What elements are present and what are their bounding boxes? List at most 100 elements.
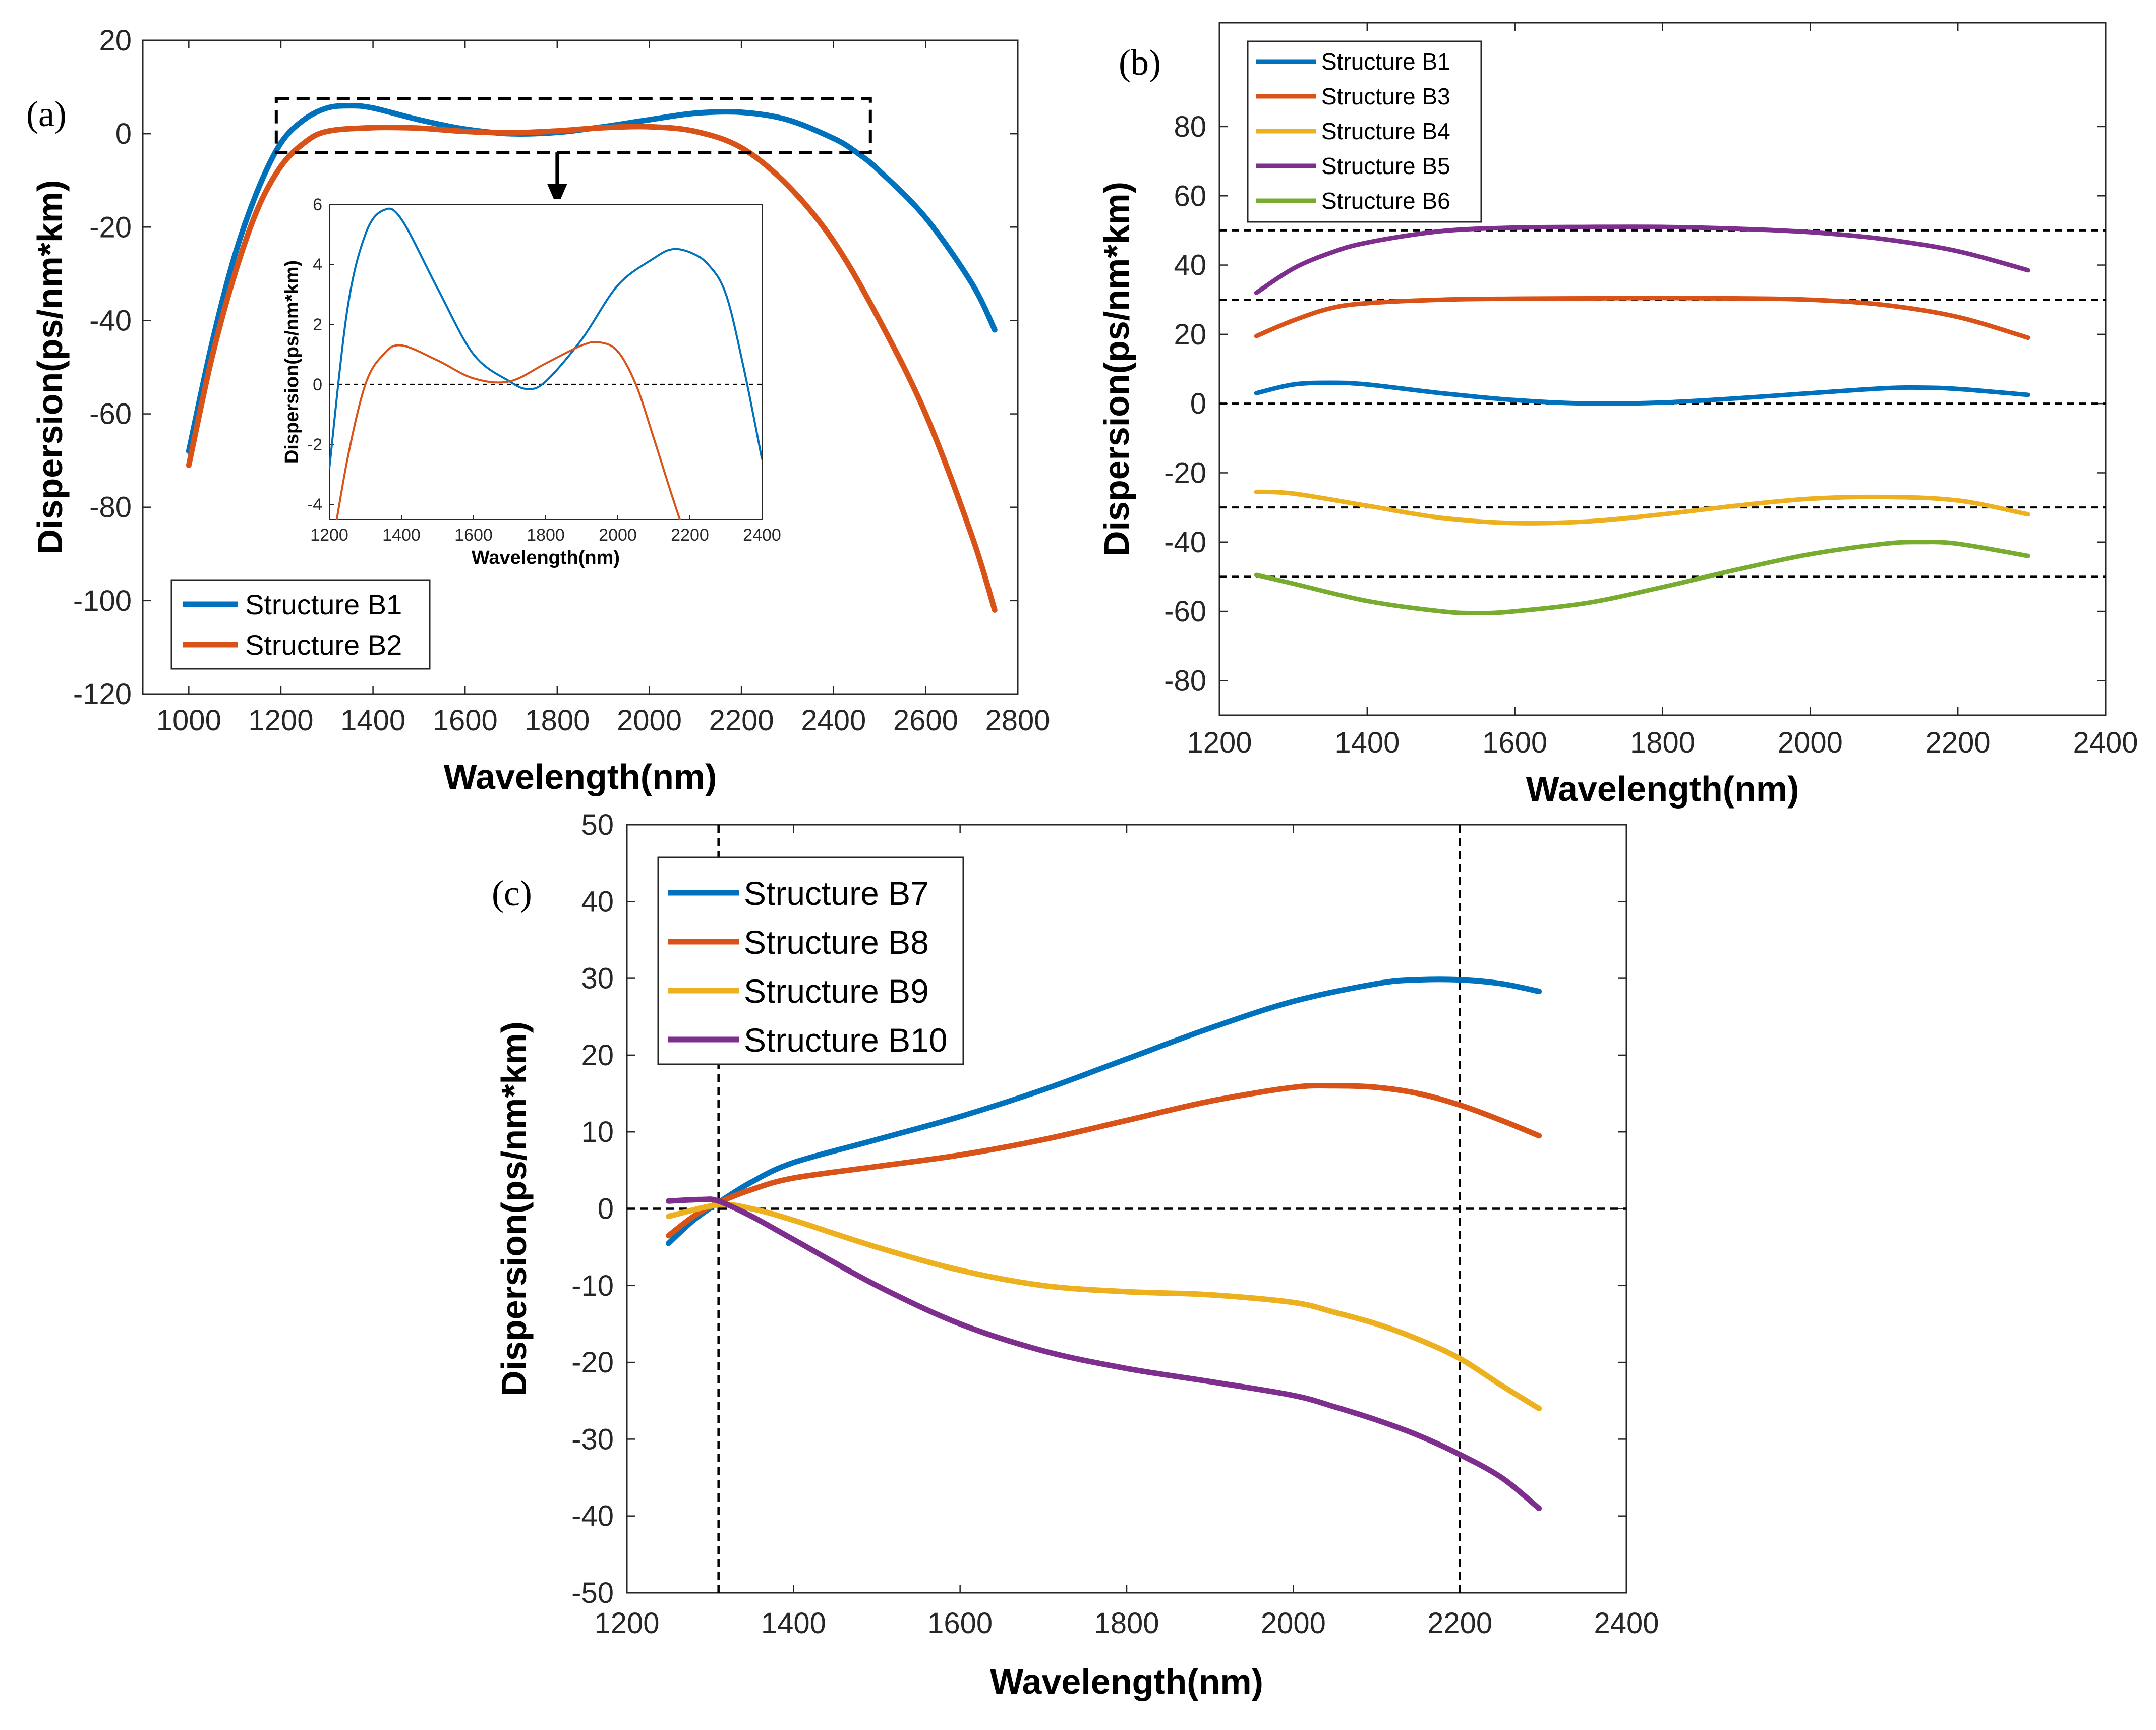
y-tick-label: 0	[598, 1193, 614, 1226]
inset-x-tick-label: 1600	[454, 526, 493, 545]
y-tick-label: -40	[571, 1500, 614, 1533]
y-tick-label: 20	[581, 1039, 614, 1072]
panel-label: (b)	[1119, 42, 1161, 83]
series-line-3	[666, 1201, 1542, 1411]
x-tick-label: 2800	[985, 704, 1050, 737]
inset-y-axis-label: Dispersion(ps/nm*km)	[281, 260, 303, 464]
x-tick-label: 2400	[2073, 726, 2138, 759]
y-tick-label: -10	[571, 1270, 614, 1302]
inset-x-axis-label: Wavelength(nm)	[472, 547, 620, 568]
x-tick-label: 1600	[433, 704, 498, 737]
y-tick-label: -40	[1164, 526, 1206, 559]
x-tick-label: 2200	[1926, 726, 1991, 759]
inset-x-tick-label: 1200	[310, 526, 348, 545]
y-tick-label: 50	[581, 809, 614, 841]
y-tick-label: 0	[1190, 387, 1206, 420]
x-tick-label: 1200	[248, 704, 313, 737]
x-tick-label: 1600	[1482, 726, 1547, 759]
y-tick-label: 40	[1174, 249, 1206, 282]
x-tick-label: 1000	[156, 704, 221, 737]
x-tick-label: 2000	[1261, 1607, 1326, 1640]
x-tick-label: 1400	[761, 1607, 826, 1640]
legend-c: Structure B7 Structure B8 Structure B9 Stru…	[657, 856, 964, 1065]
inset-series-line-2	[335, 340, 681, 520]
inset-y-tick-label: 2	[313, 315, 322, 334]
y-tick-label: -30	[571, 1423, 614, 1456]
series-line-4	[666, 1196, 1542, 1511]
y-tick-label: 20	[99, 24, 132, 57]
legend-label: Structure B10	[744, 1021, 948, 1059]
inset-chart: 1200 1400 1600 1800 2000 2200 2400 6 4 2 0 -2 -4 Wave…	[281, 195, 781, 568]
series-line-1	[1254, 380, 2030, 406]
series-line-3	[1254, 489, 2030, 526]
x-axis-label: Wavelength(nm)	[444, 757, 717, 796]
x-axis-label: Wavelength(nm)	[1526, 769, 1799, 809]
x-tick-label: 2000	[617, 704, 682, 737]
legend-label: Structure B4	[1321, 118, 1450, 144]
inset-x-tick-label: 2400	[743, 526, 781, 545]
legend-label: Structure B2	[245, 629, 402, 661]
x-tick-label: 1400	[1334, 726, 1400, 759]
inset-y-tick-label: -4	[307, 495, 322, 514]
panel-c: 1200 1400 1600 1800 2000 2200 2400 50 40 30 20 10 0 -…	[492, 809, 1659, 1701]
legend-b: Structure B1 Structure B3 Structure B4 Stru…	[1247, 40, 1482, 223]
y-tick-label: -80	[89, 491, 132, 524]
inset-x-tick-label: 2200	[671, 526, 709, 545]
x-tick-label: 2000	[1778, 726, 1843, 759]
legend-box	[170, 579, 431, 670]
x-tick-label: 1400	[340, 704, 405, 737]
legend-label: Structure B7	[744, 875, 929, 912]
panel-b-plot-area	[1219, 224, 2106, 616]
inset-y-tick-label: 0	[313, 375, 322, 394]
x-tick-label: 2200	[1427, 1607, 1492, 1640]
inset-background	[325, 199, 766, 525]
y-tick-label: 30	[581, 962, 614, 995]
panel-label: (a)	[26, 94, 67, 134]
legend-label: Structure B8	[744, 924, 929, 961]
inset-y-tick-label: -2	[307, 435, 322, 454]
y-tick-label: -20	[89, 211, 132, 244]
x-tick-label: 1800	[1094, 1607, 1159, 1640]
y-tick-label: -60	[89, 398, 132, 431]
x-tick-label: 2600	[893, 704, 958, 737]
inset-series-line-1	[329, 207, 762, 469]
panel-a-axes-box	[142, 39, 1019, 695]
y-tick-label: -100	[73, 585, 132, 617]
legend-label: Structure B5	[1321, 153, 1450, 179]
series-line-1	[666, 976, 1542, 1246]
legend-a: Structure B1 Structure B2	[170, 579, 431, 670]
y-tick-label: 20	[1174, 318, 1206, 351]
x-axis-label: Wavelength(nm)	[990, 1662, 1263, 1701]
series-line-4	[1254, 224, 2030, 295]
series-line-2	[1254, 296, 2030, 340]
y-axis-label: Dispersion(ps/nm*km)	[1097, 182, 1136, 556]
legend-label: Structure B3	[1321, 83, 1450, 109]
x-tick-label: 2200	[709, 704, 774, 737]
legend-label: Structure B1	[1321, 48, 1450, 75]
inset-x-tick-label: 1400	[382, 526, 421, 545]
y-tick-label: -20	[571, 1346, 614, 1379]
inset-x-tick-label: 2000	[599, 526, 637, 545]
y-tick-label: -120	[73, 678, 132, 711]
legend-label: Structure B9	[744, 972, 929, 1010]
panel-a-plot-area	[186, 103, 998, 613]
series-line-2	[666, 1082, 1542, 1239]
inset-y-tick-label: 6	[313, 195, 322, 214]
y-tick-label: 0	[115, 118, 132, 150]
y-tick-label: -40	[89, 304, 132, 337]
inset-y-tick-label: 4	[313, 255, 322, 274]
y-tick-label: -60	[1164, 595, 1206, 628]
series-line-5	[1254, 540, 2030, 616]
inset-plot-area	[329, 207, 762, 520]
y-tick-label: 60	[1174, 180, 1206, 212]
series-line-2	[186, 124, 998, 613]
y-tick-label: 80	[1174, 110, 1206, 143]
x-tick-label: 1200	[1187, 726, 1252, 759]
legend-label: Structure B6	[1321, 188, 1450, 214]
panel-label: (c)	[492, 873, 532, 913]
x-tick-label: 1800	[525, 704, 590, 737]
panel-b: 1200 1400 1600 1800 2000 2200 2400 80 60 40 20 0 -20…	[1097, 22, 2138, 809]
x-tick-label: 1800	[1630, 726, 1695, 759]
y-tick-label: 40	[581, 885, 614, 918]
